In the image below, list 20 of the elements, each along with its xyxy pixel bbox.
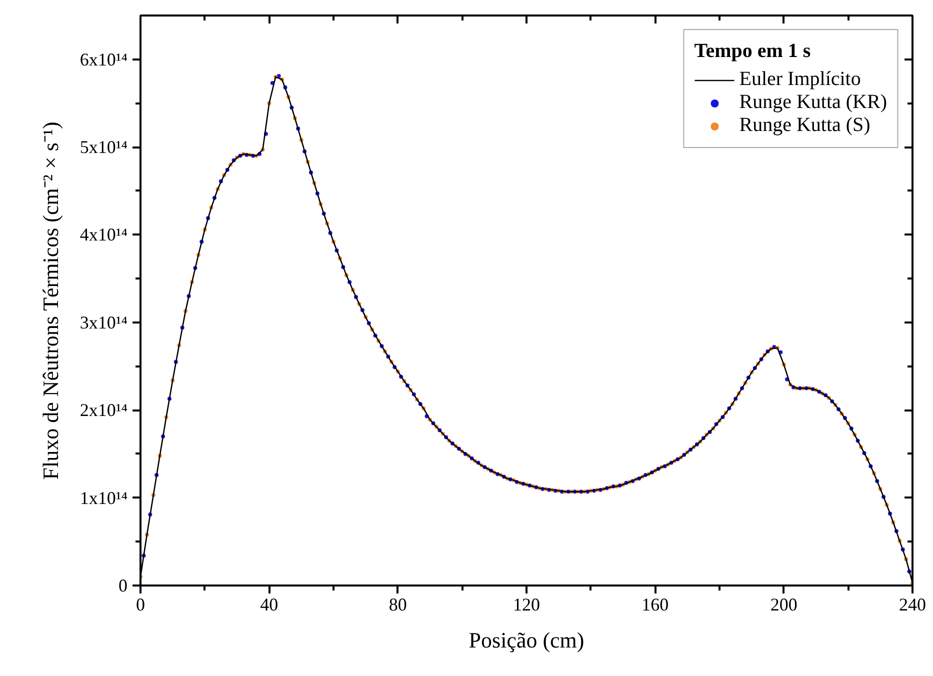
x-tick-label: 240 — [899, 594, 926, 614]
y-tick-label: 6x10¹⁴ — [80, 49, 128, 70]
y-tick-label: 1x10¹⁴ — [80, 488, 128, 508]
x-tick-label: 160 — [642, 594, 669, 614]
x-tick-label: 120 — [513, 594, 540, 614]
x-tick-label: 40 — [260, 594, 278, 614]
legend-label: Runge Kutta (KR) — [739, 91, 887, 114]
x-tick-label: 80 — [388, 594, 407, 614]
y-tick-label: 5x10¹⁴ — [80, 137, 128, 158]
y-tick-label: 4x10¹⁴ — [80, 224, 128, 245]
y-tick-label: 3x10¹⁴ — [80, 312, 128, 332]
x-axis-title: Posição (cm) — [468, 628, 584, 652]
y-axis-title: Fluxo de Nêutrons Térmicos (cm⁻² × s⁻¹) — [38, 122, 63, 480]
x-tick-label: 200 — [770, 594, 798, 614]
legend-label: Runge Kutta (S) — [739, 114, 870, 137]
legend-title: Tempo em 1 s — [694, 40, 812, 63]
x-tick-label: 0 — [136, 594, 145, 614]
y-tick-label: 0 — [118, 576, 128, 596]
y-tick-label: 2x10¹⁴ — [80, 400, 128, 420]
legend-label: Euler Implícito — [739, 68, 861, 91]
